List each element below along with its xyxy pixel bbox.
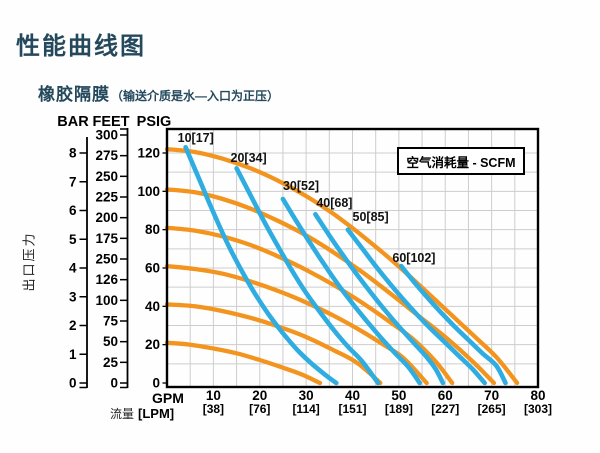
x-tick-lpm-value: [76] xyxy=(249,402,271,417)
x-tick-gpm-value: 10 xyxy=(205,388,221,403)
x-tick-20gpm: 20 [76] xyxy=(237,388,283,417)
x-tick-40gpm: 40 [151] xyxy=(330,388,376,417)
bar-tick-label: 4 xyxy=(69,261,77,276)
x-tick-70gpm: 70 [265] xyxy=(469,388,515,417)
x-tick-lpm-value: [303] xyxy=(523,402,552,417)
x-tick-lpm-value: [265] xyxy=(477,402,506,417)
bar-tick-label: 2 xyxy=(69,318,77,333)
feet-tick-label: 50 xyxy=(103,334,118,349)
psig-tick-label: 0 xyxy=(152,376,160,391)
psig-tick-label: 80 xyxy=(145,222,160,237)
psig-tick-label: 120 xyxy=(137,145,160,160)
feet-tick-label: 250 xyxy=(95,169,118,184)
y-axis-label: 出口压力 xyxy=(21,231,37,292)
air-curve-label-60scfm: 60[102] xyxy=(392,250,436,265)
x-tick-60gpm: 60 [227] xyxy=(422,388,468,417)
feet-tick-label: 200 xyxy=(95,210,118,225)
page-title: 性能曲线图 xyxy=(16,33,146,60)
feet-tick-label: 275 xyxy=(95,148,118,163)
flow-label: 流量 xyxy=(110,407,135,421)
psig-tick-label: 60 xyxy=(145,260,160,275)
feet-tick-label: 175 xyxy=(95,231,118,246)
air-curve-20scfm xyxy=(234,166,381,386)
x-tick-gpm-value: 80 xyxy=(530,388,546,403)
feet-tick-label: 225 xyxy=(95,190,118,205)
feet-tick-label: 0 xyxy=(110,376,118,391)
x-tick-lpm-value: [227] xyxy=(431,402,460,417)
water-curve-120psig xyxy=(164,147,520,386)
lpm-label: [LPM] xyxy=(138,406,175,421)
bar-tick-label: 0 xyxy=(69,376,77,391)
subtitle-material: 橡胶隔膜 xyxy=(38,85,110,104)
feet-tick-label: 126 xyxy=(95,272,118,287)
air-curve-40scfm xyxy=(313,212,446,386)
legend-text: 空气消耗量 - SCFM xyxy=(406,155,516,170)
x-tick-lpm-value: [151] xyxy=(338,402,367,417)
air-curve-label-40scfm: 40[68] xyxy=(316,196,353,211)
x-tick-10gpm: 10 [38] xyxy=(190,388,236,417)
feet-tick-label: 300 xyxy=(95,128,118,143)
water-curve-20psig xyxy=(164,340,323,386)
x-tick-30gpm: 30 [114] xyxy=(283,388,329,417)
bar-tick-label: 1 xyxy=(69,347,77,362)
feet-tick-label: 250 xyxy=(95,252,118,267)
x-tick-gpm-value: 40 xyxy=(344,388,361,403)
air-curve-50scfm xyxy=(345,227,487,386)
x-tick-gpm-value: 50 xyxy=(391,388,407,403)
subtitle-note: （输送介质是水—入口为正压） xyxy=(111,89,280,103)
psig-tick-label: 40 xyxy=(145,299,160,314)
axis-unit-bar: BAR xyxy=(57,114,89,130)
x-tick-80gpm: 80 [303] xyxy=(515,388,561,417)
air-curve-10scfm xyxy=(183,144,339,386)
x-tick-gpm-value: 70 xyxy=(484,388,500,403)
bar-tick-label: 6 xyxy=(69,203,77,218)
feet-tick-label: 75 xyxy=(103,314,119,329)
water-curve-100psig xyxy=(164,187,497,386)
x-tick-lpm-value: [114] xyxy=(292,402,320,417)
air-curve-60scfm xyxy=(398,263,508,386)
x-tick-gpm-value: 60 xyxy=(437,388,453,403)
air-curve-30scfm xyxy=(280,196,422,386)
psig-tick-label: 100 xyxy=(137,184,160,199)
bar-tick-label: 3 xyxy=(69,289,77,304)
x-axis-secondary-label: 流量 [LPM] xyxy=(110,405,174,422)
x-tick-gpm-value: 20 xyxy=(252,388,268,403)
air-curve-label-50scfm: 50[85] xyxy=(352,210,389,225)
legend: 空气消耗量 - SCFM xyxy=(397,147,525,175)
x-tick-gpm-value: 30 xyxy=(298,388,314,403)
x-tick-lpm-value: [38] xyxy=(202,402,225,417)
x-axis-unit: GPM xyxy=(152,390,184,406)
air-curve-label-20scfm: 20[34] xyxy=(230,151,267,166)
x-tick-50gpm: 50 [189] xyxy=(376,388,422,417)
air-curve-label-30scfm: 30[52] xyxy=(282,178,320,193)
air-curve-label-10scfm: 10[17] xyxy=(177,130,214,145)
axis-unit-feet: FEET xyxy=(92,114,130,130)
chart-subtitle: 橡胶隔膜（输送介质是水—入口为正压） xyxy=(38,80,279,105)
bar-tick-label: 8 xyxy=(69,146,77,161)
bar-tick-label: 7 xyxy=(69,174,77,189)
axis-unit-psig: PSIG xyxy=(136,114,172,130)
feet-tick-label: 100 xyxy=(95,293,118,308)
x-tick-lpm-value: [189] xyxy=(384,402,413,417)
bar-tick-label: 5 xyxy=(69,232,77,247)
plot-border xyxy=(165,127,540,389)
psig-tick-label: 20 xyxy=(145,337,160,352)
feet-tick-label: 25 xyxy=(103,355,119,370)
